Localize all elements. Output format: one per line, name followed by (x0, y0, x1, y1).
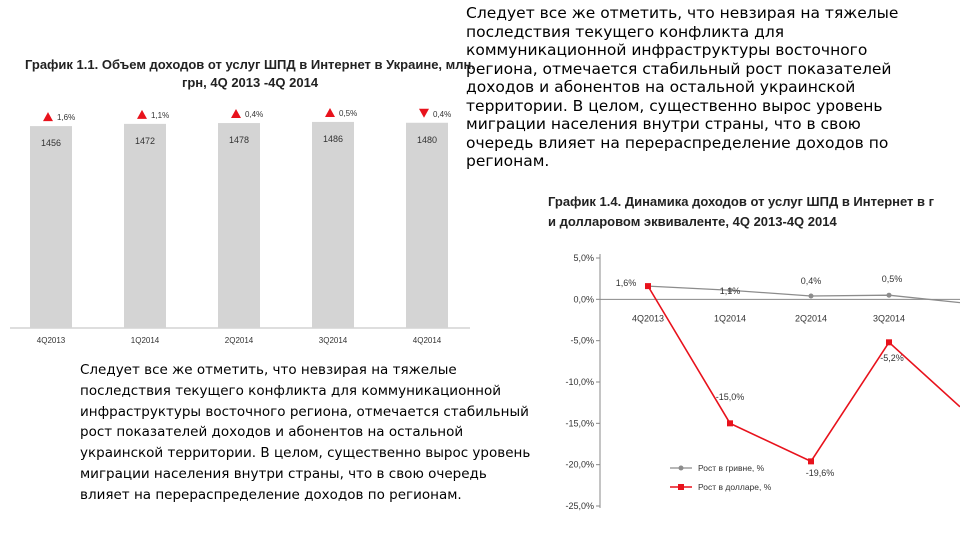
grivna-point (727, 287, 733, 293)
dollar-point (808, 458, 814, 465)
up-arrow-icon (43, 112, 53, 122)
down-arrow-icon (419, 108, 429, 118)
bar-category-label: 1Q2014 (131, 336, 160, 345)
grivna-point (808, 293, 814, 299)
line-chart-title-line1: График 1.4. Динамика доходов от услуг ШП… (548, 194, 935, 209)
line-chart-title: График 1.4. Динамика доходов от услуг ШП… (548, 192, 960, 232)
line-chart-title-line2: и долларовом эквиваленте, 4Q 2013-4Q 201… (548, 214, 837, 229)
bar-chart-title-line1: График 1.1. Объем доходов от услуг ШПД в… (25, 57, 475, 72)
dollar-data-label: -19,6% (806, 468, 835, 478)
legend-grivna-marker (678, 465, 684, 471)
top-paragraph: Следует все же отметить, что невзирая на… (466, 4, 899, 170)
bar-change-label: 1,1% (151, 111, 169, 120)
y-tick-label: -5,0% (570, 336, 594, 346)
grivna-data-label: 0,4% (801, 276, 822, 286)
bar (124, 123, 166, 329)
bar-value-label: 1486 (323, 134, 343, 144)
y-tick-label: -15,0% (565, 418, 594, 428)
bar-chart-title-line2: грн, 4Q 2013 -4Q 2014 (181, 75, 319, 90)
bar-change-label: 0,4% (245, 110, 263, 119)
up-arrow-icon (137, 109, 147, 119)
dollar-point (645, 283, 651, 290)
y-tick-label: 5,0% (573, 253, 594, 263)
dollar-point (886, 339, 892, 346)
bar-category-label: 2Q2014 (225, 336, 254, 345)
x-tick-label: 3Q2014 (873, 313, 905, 323)
bar (30, 126, 72, 328)
grivna-series-line (647, 285, 960, 304)
dollar-data-label: -15,0% (716, 392, 745, 402)
up-arrow-icon (231, 109, 241, 119)
bar-value-label: 1472 (135, 136, 155, 146)
bar-change-label: 0,5% (339, 109, 357, 118)
x-tick-label: 2Q2014 (795, 313, 827, 323)
legend-dollar-label: Рост в долларе, % (698, 482, 772, 492)
bar-category-label: 4Q2014 (413, 336, 442, 345)
grivna-data-label: 0,5% (882, 274, 903, 284)
up-arrow-icon (325, 107, 335, 117)
bar (218, 123, 260, 329)
bar-value-label: 1456 (41, 138, 61, 148)
legend-grivna-label: Рост в гривне, % (698, 463, 765, 473)
dollar-point (727, 420, 733, 427)
y-tick-label: 0,0% (573, 294, 594, 304)
line-chart: 5,0% 0,0% -5,0% -10,0% -15,0% -20,0% -25,0% 4Q2… (565, 253, 960, 511)
bar-category-label: 3Q2014 (319, 336, 348, 345)
x-tick-label: 1Q2014 (714, 313, 746, 323)
bar (406, 122, 448, 328)
bar-value-label: 1478 (229, 135, 249, 145)
dollar-data-label: 1,6% (616, 278, 637, 288)
y-tick-label: -20,0% (565, 460, 594, 470)
y-tick-label: -25,0% (565, 501, 594, 511)
legend-dollar-marker (678, 484, 684, 490)
grivna-point (886, 292, 892, 298)
dollar-data-label: -5,2% (880, 353, 904, 363)
y-tick-label: -10,0% (565, 377, 594, 387)
bottom-paragraph: Следует все же отметить, что невзирая на… (80, 362, 531, 503)
x-tick-label: 4Q2013 (632, 313, 664, 323)
bar (312, 121, 354, 328)
grivna-data-label: 1,1% (720, 286, 741, 296)
bar-change-label: 0,4% (433, 110, 451, 119)
bar-value-label: 1480 (417, 135, 437, 145)
bar-category-label: 4Q2013 (37, 336, 66, 345)
bar-change-label: 1,6% (57, 113, 75, 122)
bar-chart: 1456 1,6% 4Q2013 1472 1,1% 1Q2014 1478 0,4% 2Q20… (10, 107, 470, 345)
bar-chart-title: График 1.1. Объем доходов от услуг ШПД в… (10, 56, 490, 92)
